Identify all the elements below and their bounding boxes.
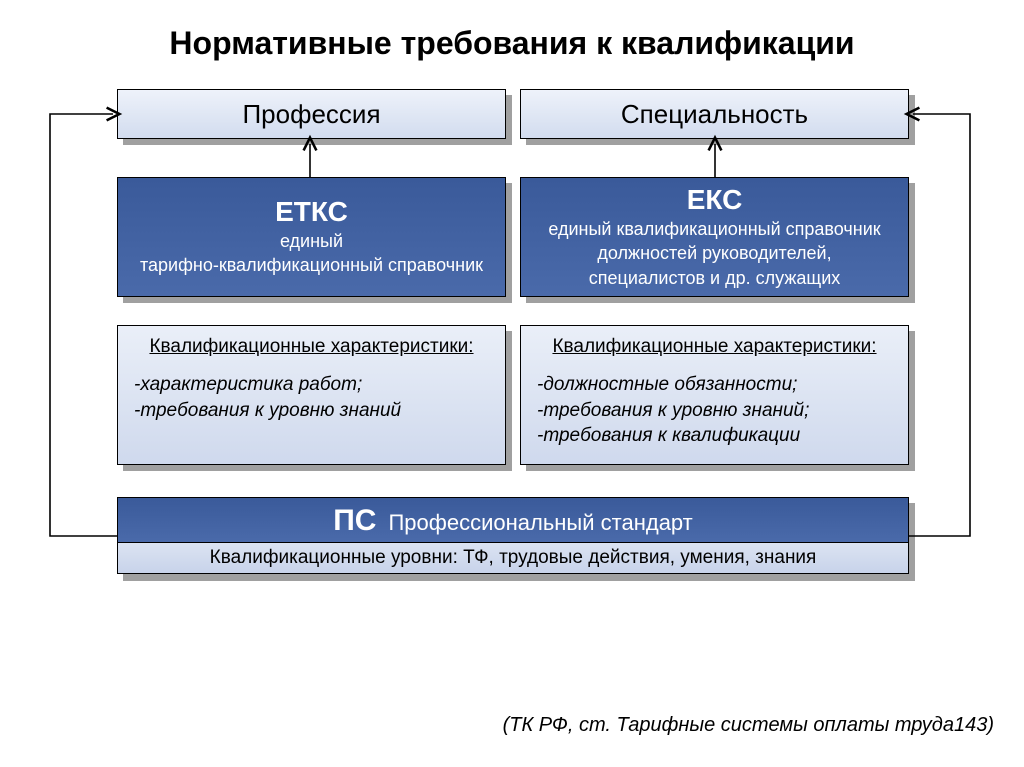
ps-title: ПС	[333, 504, 376, 538]
ps-bottom: Квалификационные уровни: ТФ, трудовые де…	[117, 543, 909, 574]
ps-sub: Профессиональный стандарт	[388, 510, 692, 536]
box-char-right: Квалификационные характеристики: -должно…	[520, 325, 909, 465]
connector-right	[909, 114, 970, 536]
connector-left	[50, 114, 117, 536]
char-right-item: -требования к квалификации	[537, 423, 892, 449]
diagram-canvas: Профессия Специальность ЕТКС единый тари…	[0, 77, 1024, 697]
char-right-item: -требования к уровню знаний;	[537, 398, 892, 424]
box-char-left: Квалификационные характеристики: -характ…	[117, 325, 506, 465]
ps-top: ПС Профессиональный стандарт	[117, 497, 909, 543]
footer-suffix: )	[987, 714, 994, 736]
page-title: Нормативные требования к квалификации	[0, 0, 1024, 77]
footer-text: ТК РФ, ст. Тарифные системы оплаты труда…	[509, 714, 987, 736]
etks-title: ЕТКС	[275, 197, 348, 228]
label-speciality: Специальность	[621, 99, 808, 130]
eks-sub1: единый квалификационный справочник	[548, 218, 880, 241]
eks-title: ЕКС	[687, 185, 743, 216]
eks-sub3: специалистов и др. служащих	[589, 267, 841, 290]
etks-sub2: тарифно-квалификационный справочник	[140, 254, 483, 277]
box-speciality: Специальность	[520, 89, 909, 139]
box-profession: Профессия	[117, 89, 506, 139]
box-etks: ЕТКС единый тарифно-квалификационный спр…	[117, 177, 506, 297]
eks-sub2: должностей руководителей,	[597, 242, 831, 265]
char-left-item: -требования к уровню знаний	[134, 398, 489, 424]
etks-sub1: единый	[280, 230, 343, 253]
label-profession: Профессия	[242, 99, 380, 130]
footer-citation: (ТК РФ, ст. Тарифные системы оплаты труд…	[503, 714, 994, 737]
box-eks: ЕКС единый квалификационный справочник д…	[520, 177, 909, 297]
char-right-item: -должностные обязанности;	[537, 372, 892, 398]
char-right-head: Квалификационные характеристики:	[537, 336, 892, 358]
box-ps: ПС Профессиональный стандарт Квалификаци…	[117, 497, 909, 574]
char-left-item: -характеристика работ;	[134, 372, 489, 398]
char-left-head: Квалификационные характеристики:	[134, 336, 489, 358]
